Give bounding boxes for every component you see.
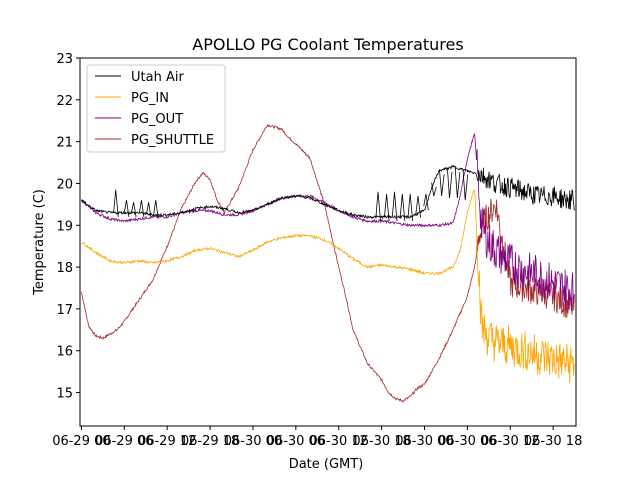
series-spike (375, 191, 381, 222)
series-spike (146, 202, 152, 219)
y-tick-label: 19 (56, 219, 73, 234)
x-tick-label: 06-29 06 (95, 434, 153, 449)
legend-label: PG_OUT (131, 112, 183, 127)
series-spike (431, 182, 437, 197)
plot-area (79, 57, 577, 427)
series-pg-out (81, 133, 575, 312)
y-tick-label: 22 (56, 94, 73, 109)
y-tick-label: 18 (56, 261, 73, 276)
series-spike (153, 200, 159, 220)
x-tick-label: 06-30 00 (395, 434, 453, 449)
chart-title: APOLLO PG Coolant Temperatures (192, 35, 463, 54)
series-spike (439, 170, 445, 197)
y-tick-label: 23 (56, 52, 73, 67)
x-tick-label: 06-30 12 (481, 434, 539, 449)
series-line (81, 123, 575, 403)
series-line (81, 189, 575, 383)
y-axis-label: Temperature (C) (32, 189, 47, 296)
series-spike (415, 195, 421, 218)
series-spike (399, 193, 406, 222)
legend-label: PG_IN (131, 91, 169, 106)
y-tick-label: 17 (56, 303, 73, 318)
x-tick-label: 06-29 12 (138, 434, 196, 449)
x-tick-label: 06-30 06 (438, 434, 496, 449)
series-spike (446, 167, 453, 199)
series-spike (454, 167, 461, 199)
x-tick-label: 06-30 12 (309, 434, 367, 449)
y-tick-label: 20 (56, 177, 73, 192)
series-line (81, 133, 575, 312)
x-tick-label: 06-30 06 (267, 434, 325, 449)
series-spike (113, 189, 119, 217)
x-tick-label: 06-30 18 (524, 434, 582, 449)
x-axis-label: Date (GMT) (289, 457, 364, 472)
y-tick-label: 15 (56, 387, 73, 402)
legend-label: Utah Air (131, 70, 184, 85)
series-pg-in (81, 189, 575, 383)
y-axis: 15 16 17 18 19 20 21 22 23 (56, 52, 80, 402)
series-spike (138, 200, 145, 218)
series-utah-air (81, 164, 575, 222)
legend-label: PG_SHUTTLE (131, 133, 214, 148)
y-tick-label: 21 (56, 136, 73, 151)
series-layer (81, 123, 575, 403)
x-tick-label: 06-30 00 (224, 434, 282, 449)
legend: Utah Air PG_IN PG_OUT PG_SHUTTLE (86, 64, 226, 153)
series-spike (423, 193, 429, 211)
series-spike (407, 193, 414, 222)
series-spike (462, 170, 469, 201)
series-spike (123, 200, 130, 217)
series-pg-shuttle (81, 123, 575, 403)
legend-box (86, 64, 226, 153)
series-line (81, 164, 575, 220)
y-tick-label: 16 (56, 345, 73, 360)
x-tick-label: 06-29 00 (52, 434, 110, 449)
series-spike (384, 193, 390, 222)
plot-frame (79, 57, 577, 427)
x-tick-label: 06-29 18 (181, 434, 239, 449)
x-tick-label: 06-30 18 (352, 434, 410, 449)
series-spike (131, 202, 137, 217)
series-spike (391, 191, 398, 222)
